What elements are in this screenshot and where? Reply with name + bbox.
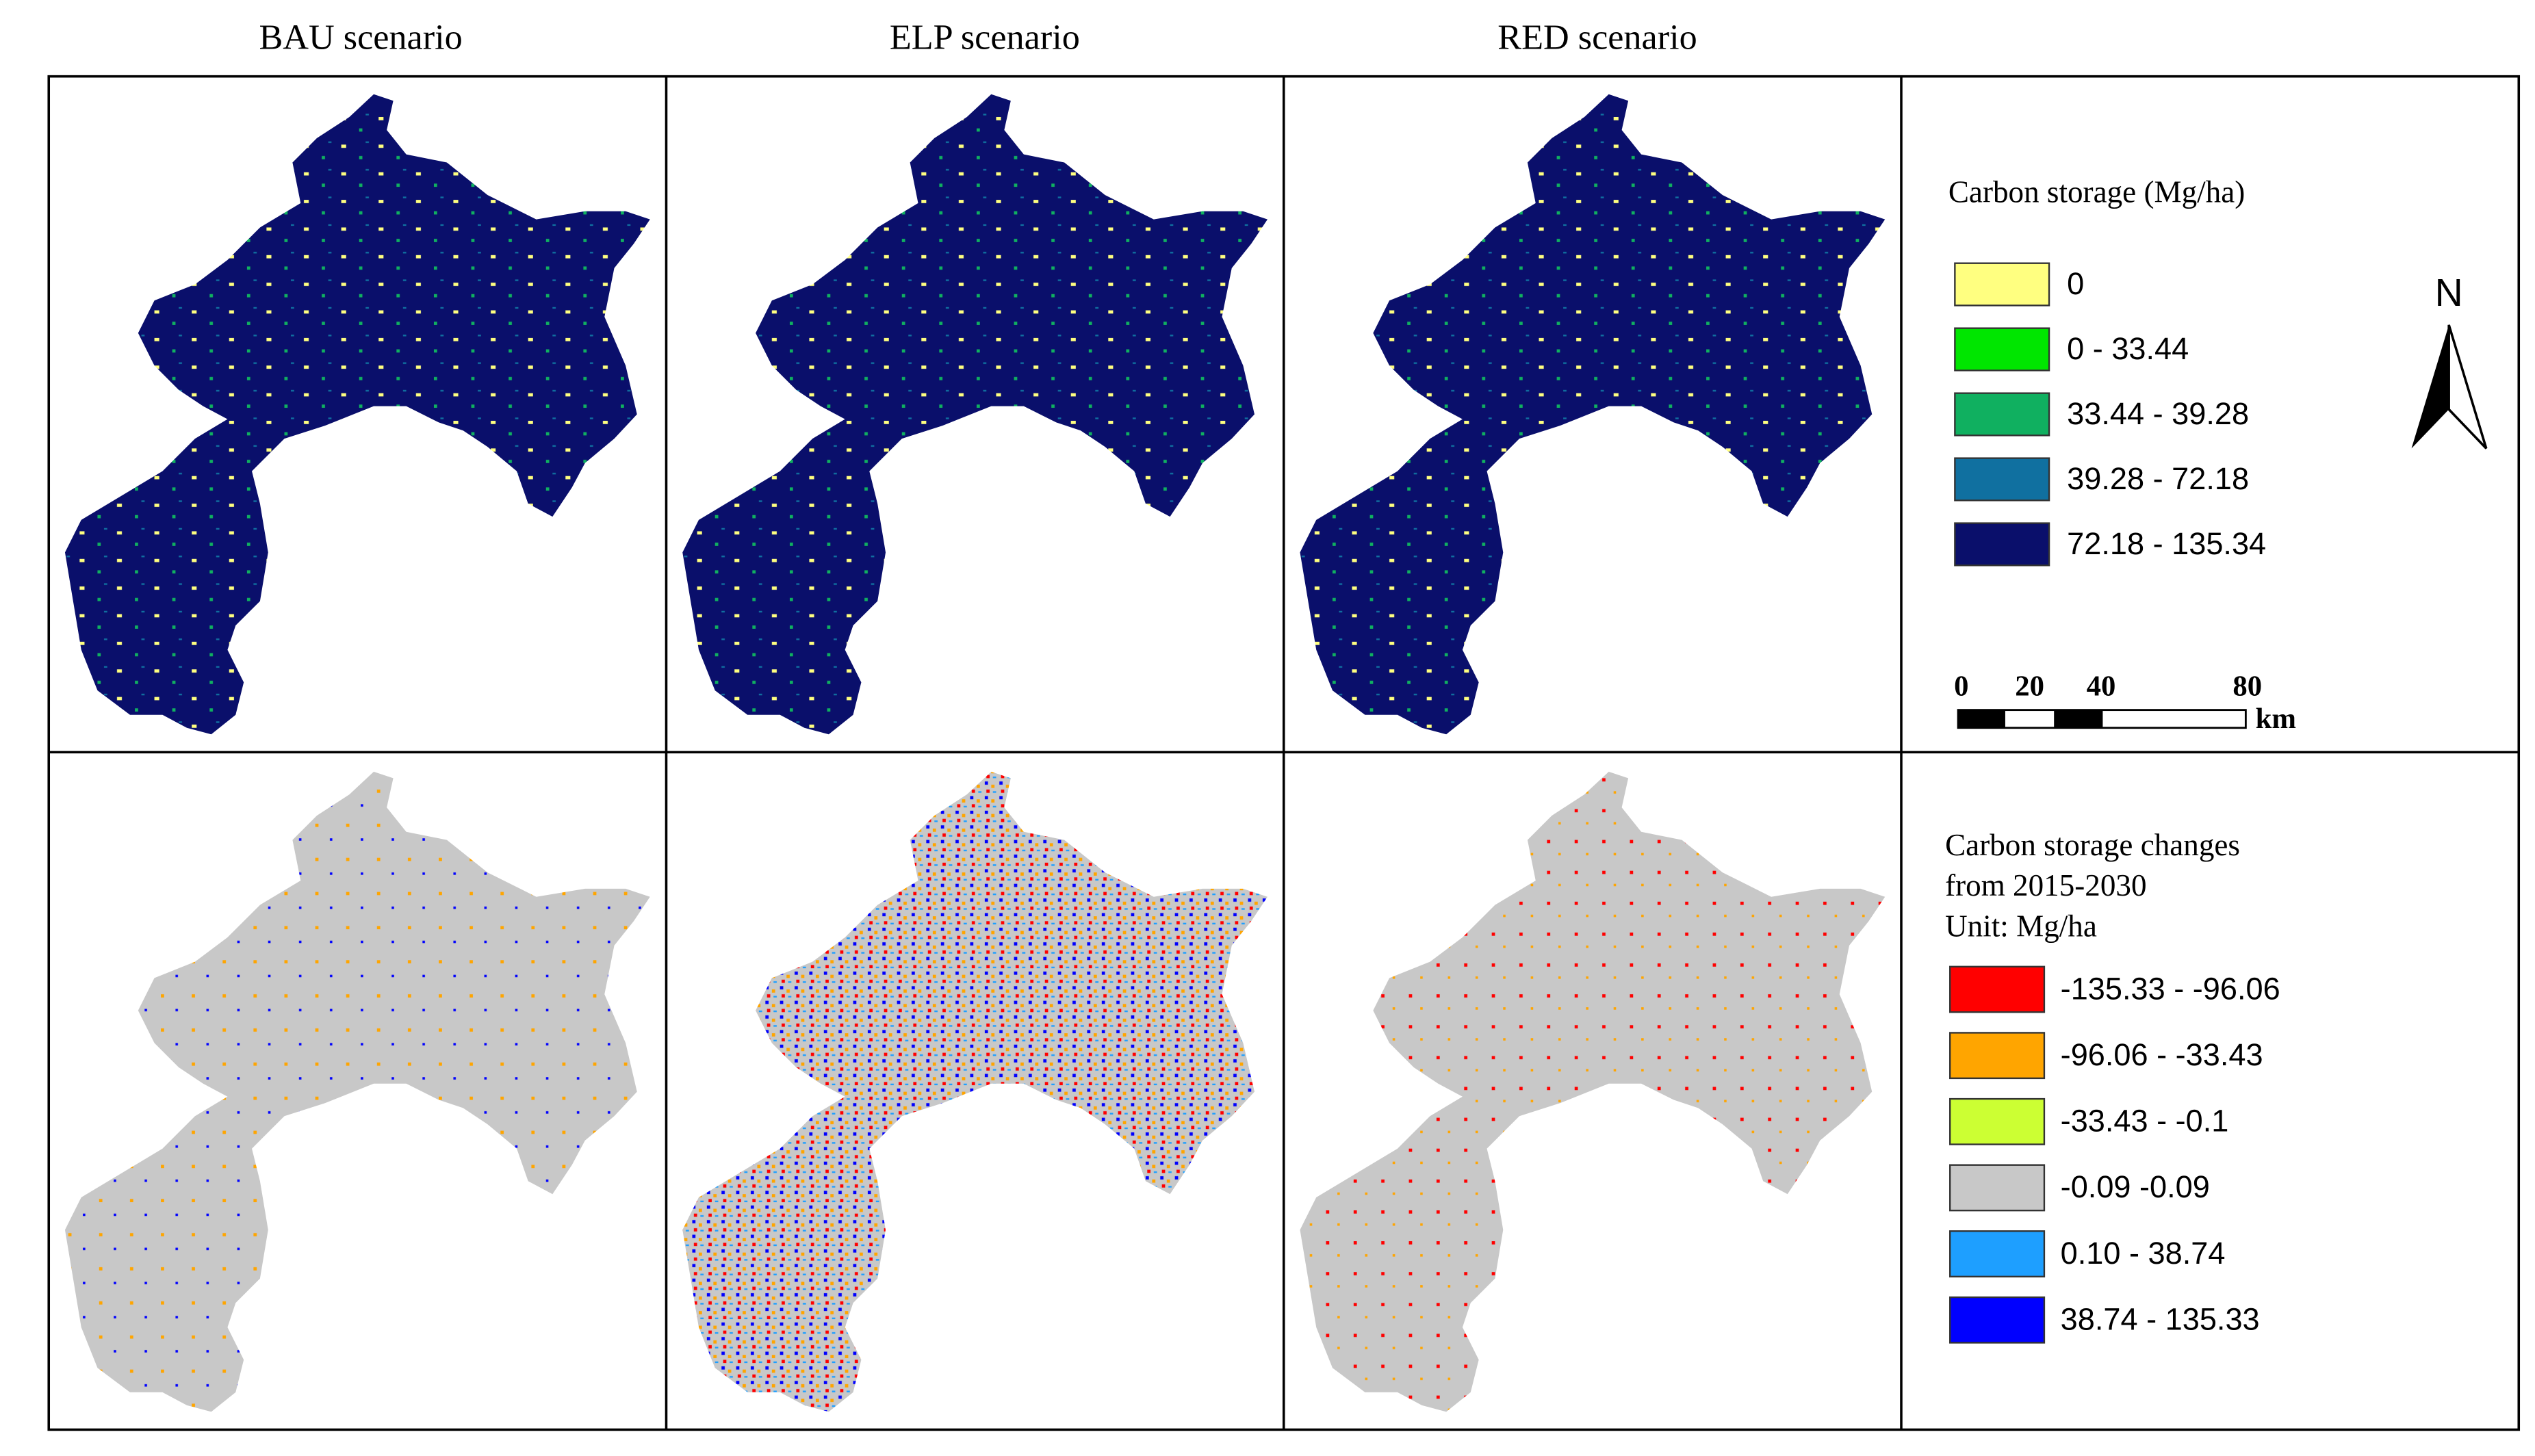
north-arrow: N (2411, 271, 2488, 450)
map-red-change (1300, 771, 1886, 1412)
legend-title: Carbon storage changes (1945, 828, 2240, 862)
legend-swatch (1949, 1097, 2046, 1145)
scale-tick-label: 20 (2015, 671, 2044, 703)
scale-bar: 0 20 40 80 km (1954, 671, 2296, 735)
legend-swatch (1949, 965, 2046, 1013)
scale-tick-label: 80 (2232, 671, 2262, 703)
map-red-storage (1300, 94, 1886, 735)
legend-swatch (1949, 1164, 2046, 1212)
legend-label: 39.28 - 72.18 (2067, 461, 2249, 496)
legend-label: 0 (2067, 266, 2084, 301)
legend-label: 72.18 - 135.34 (2067, 526, 2266, 561)
map-elp-change (682, 771, 1268, 1412)
legend-swatch (1949, 1032, 2046, 1080)
map-bau-storage (64, 94, 650, 735)
scale-unit: km (2256, 703, 2296, 735)
legend-title: Unit: Mg/ha (1945, 909, 2097, 944)
frame (47, 75, 2521, 1431)
north-label: N (2435, 271, 2463, 315)
legend-label: -96.06 - -33.43 (2061, 1037, 2263, 1072)
legend-swatch (1954, 522, 2050, 567)
map-elp-storage (682, 94, 1268, 735)
legend-label: 38.74 - 135.33 (2061, 1302, 2260, 1337)
legend-label: 0 - 33.44 (2067, 331, 2189, 366)
scale-tick-label: 0 (1954, 671, 1968, 703)
legend-swatch (1949, 1296, 2046, 1344)
legend-label: 33.44 - 39.28 (2067, 396, 2249, 431)
legend-label: -135.33 - -96.06 (2061, 971, 2280, 1006)
legend-swatch (1954, 327, 2050, 372)
legend-title: Carbon storage (Mg/ha) (1948, 174, 2245, 209)
column-title: RED scenario (1497, 17, 1697, 57)
column-title: ELP scenario (890, 17, 1080, 57)
legend-title: from 2015-2030 (1945, 868, 2146, 902)
legend-swatch (1954, 457, 2050, 502)
legend-swatch (1949, 1230, 2046, 1278)
scale-tick-label: 40 (2087, 671, 2116, 703)
legend-swatch (1954, 392, 2050, 437)
column-title: BAU scenario (259, 17, 462, 57)
legend-label: 0.10 - 38.74 (2061, 1236, 2226, 1271)
legend-label: -0.09 -0.09 (2061, 1169, 2210, 1204)
map-bau-change (64, 771, 650, 1412)
legend-swatch (1954, 262, 2050, 307)
legend-label: -33.43 - -0.1 (2061, 1104, 2229, 1139)
